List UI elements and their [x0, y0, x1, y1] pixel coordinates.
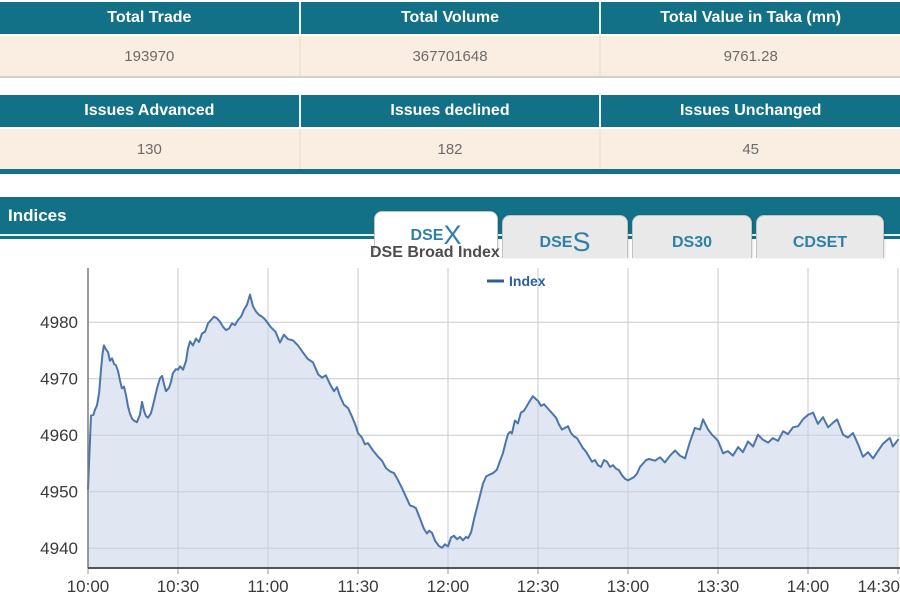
tab-ds30[interactable]: DS30 [632, 215, 752, 258]
tab-dsex-label: DSE [410, 227, 444, 244]
tab-dses[interactable]: DSE S [502, 215, 628, 258]
tab-cdset-label: CDSET [792, 234, 848, 251]
tab-dses-label-big: S [572, 227, 591, 257]
x-tick-label: 11:30 [337, 577, 378, 596]
issues-summary-value-row: 130 182 45 [0, 129, 900, 174]
issues-summary-header-row: Issues Advanced Issues declined Issues U… [0, 95, 900, 127]
x-tick-label: 14:00 [787, 577, 830, 596]
tab-dsex[interactable]: DSE X [374, 211, 498, 251]
issues-summary-table: Issues Advanced Issues declined Issues U… [0, 95, 900, 174]
x-tick-label: 10:30 [157, 577, 200, 596]
x-tick-label: 13:30 [697, 577, 740, 596]
tab-dsex-label-big: X [443, 220, 462, 250]
index-area-fill [88, 294, 898, 568]
index-line-series [87, 293, 899, 549]
issues-unchanged-value: 45 [742, 140, 760, 158]
issues-declined-value: 182 [301, 129, 602, 169]
index-area-chart: 10:00 10:30 11:00 11:30 12:00 12:30 13:00 13:30… [40, 268, 900, 596]
total-value-value: 9761.28 [723, 47, 778, 65]
total-value-header: Total Value in Taka (mn) [660, 9, 842, 26]
x-tick-label: 10:00 [67, 577, 110, 596]
y-tick-label: 4980 [40, 313, 78, 332]
trade-summary-header-row: Total Trade Total Volume Total Value in … [0, 2, 900, 34]
tab-cdset[interactable]: CDSET [756, 215, 884, 258]
tab-ds30-label: DS30 [671, 234, 713, 251]
indices-section-title: Indices [8, 205, 67, 225]
trade-summary-table: Total Trade Total Volume Total Value in … [0, 2, 900, 78]
tab-dses-label: DSE [539, 234, 573, 251]
x-tick-label: 13:00 [607, 577, 650, 596]
legend-label: Index [509, 273, 546, 289]
total-volume-value: 367701648 [301, 36, 602, 76]
total-volume-header: Total Volume [301, 2, 602, 34]
y-tick-label: 4940 [40, 539, 78, 558]
issues-unchanged-header: Issues Unchanged [679, 102, 822, 119]
trade-summary-value-row: 193970 367701648 9761.28 [0, 36, 900, 78]
x-tick-label: 14:30 [857, 577, 900, 596]
issues-advanced-header: Issues Advanced [0, 95, 301, 127]
y-tick-label: 4970 [40, 370, 78, 389]
y-tick-label: 4950 [40, 483, 78, 502]
total-trade-header: Total Trade [0, 2, 301, 34]
chart-title: DSE Broad Index [370, 244, 500, 261]
issues-declined-header: Issues declined [301, 95, 602, 127]
x-tick-label: 12:00 [427, 577, 470, 596]
x-tick-label: 11:00 [247, 577, 288, 596]
issues-advanced-value: 130 [0, 129, 301, 169]
total-trade-value: 193970 [0, 36, 301, 76]
x-tick-label: 12:30 [517, 577, 560, 596]
y-tick-label: 4960 [40, 426, 78, 445]
